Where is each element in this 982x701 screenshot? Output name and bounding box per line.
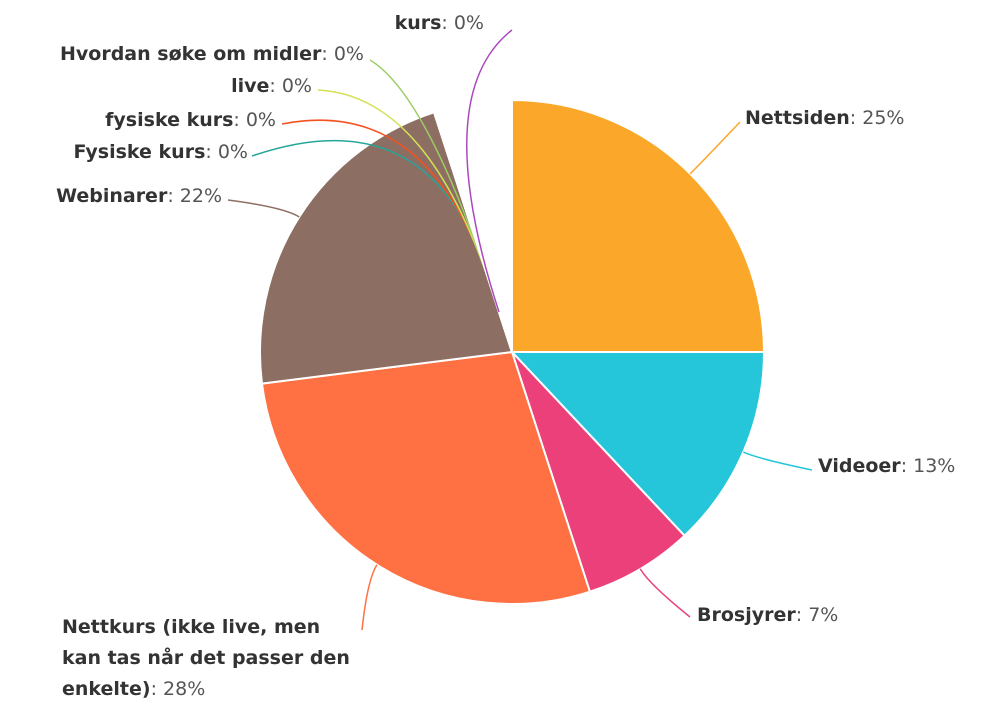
label-value: : 0% bbox=[441, 12, 484, 34]
pie-slice bbox=[511, 351, 686, 593]
label-value: : 0% bbox=[321, 43, 364, 65]
label-name: Webinarer bbox=[56, 185, 168, 207]
label-value: : 0% bbox=[205, 141, 248, 163]
label-name: Nettkurs (ikke live, men kan tas når det… bbox=[62, 616, 350, 700]
pie-slice bbox=[511, 98, 766, 353]
label-value: : 0% bbox=[269, 75, 312, 97]
label-name: Fysiske kurs bbox=[73, 141, 206, 163]
label-name: live bbox=[231, 75, 270, 97]
data-label: Brosjyrer: 7% bbox=[697, 600, 838, 631]
data-label: fysiske kurs: 0% bbox=[105, 105, 276, 136]
label-value: : 13% bbox=[900, 455, 956, 477]
label-value: : 7% bbox=[795, 604, 839, 626]
label-value: : 22% bbox=[167, 185, 222, 207]
leader-line bbox=[742, 451, 813, 471]
data-label: Hvordan søke om midler: 0% bbox=[60, 39, 364, 70]
pie-slice bbox=[260, 350, 592, 605]
label-value: : 25% bbox=[849, 107, 905, 129]
label-value: : 28% bbox=[150, 678, 206, 700]
leader-line bbox=[361, 564, 378, 631]
data-label: Webinarer: 22% bbox=[56, 181, 222, 212]
label-name: Nettsiden bbox=[745, 107, 850, 129]
leader-line bbox=[639, 568, 691, 618]
data-label: Fysiske kurs: 0% bbox=[73, 137, 248, 168]
data-label: Nettkurs (ikke live, men kan tas når det… bbox=[62, 612, 362, 701]
data-label: Videoer: 13% bbox=[818, 451, 955, 482]
label-name: kurs bbox=[394, 12, 442, 34]
pie-slice bbox=[433, 112, 513, 353]
leader-line bbox=[689, 121, 741, 175]
label-name: Videoer bbox=[818, 455, 901, 477]
label-value: : 0% bbox=[233, 109, 276, 131]
leader-line bbox=[317, 89, 494, 294]
data-label: Nettsiden: 25% bbox=[745, 103, 904, 134]
leader-line bbox=[227, 199, 300, 218]
label-name: Brosjyrer bbox=[697, 604, 796, 626]
data-label: kurs: 0% bbox=[395, 8, 484, 39]
leader-line bbox=[466, 29, 513, 313]
pie-slice bbox=[259, 111, 514, 385]
data-label: live: 0% bbox=[231, 71, 312, 102]
label-name: Hvordan søke om midler bbox=[59, 43, 322, 65]
label-name: fysiske kurs bbox=[105, 109, 234, 131]
